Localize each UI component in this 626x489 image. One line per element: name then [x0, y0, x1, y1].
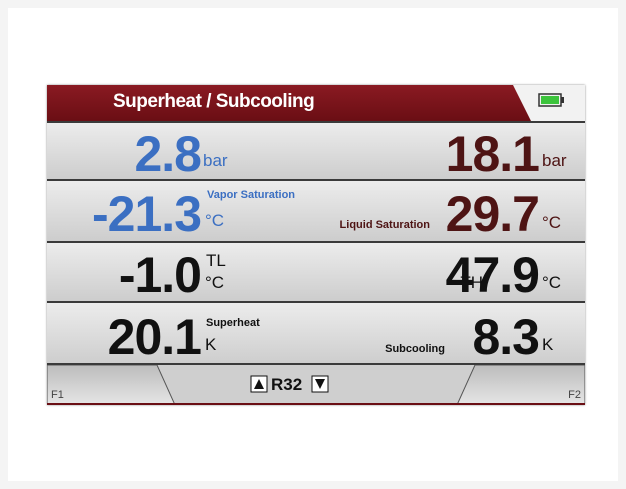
- unit: °C: [542, 273, 562, 292]
- value: 47.9: [445, 247, 540, 303]
- value: 8.3: [472, 309, 540, 365]
- label: TH: [460, 273, 483, 292]
- label: Subcooling: [385, 343, 445, 355]
- temperature-row: -1.0 TL °C TH 47.9 °C: [47, 241, 585, 301]
- unit: °C: [542, 213, 562, 232]
- footer: F1 R32 F2: [47, 363, 585, 405]
- title-bar: Superheat / Subcooling: [47, 85, 585, 121]
- label: TL: [206, 251, 226, 270]
- softkey-bar: [47, 363, 585, 405]
- value: 2.8: [134, 126, 202, 182]
- f1-key[interactable]: F1: [51, 389, 64, 401]
- value: -1.0: [118, 247, 202, 303]
- unit: K: [542, 335, 554, 354]
- unit: °C: [205, 211, 225, 230]
- value: 20.1: [107, 309, 202, 365]
- label: Vapor Saturation: [207, 189, 296, 201]
- unit: °C: [205, 273, 225, 292]
- screen-title: Superheat / Subcooling: [113, 91, 315, 112]
- battery-tab: [513, 85, 585, 121]
- unit: K: [205, 335, 217, 354]
- value: 18.1: [445, 126, 540, 182]
- refrigerant: R32: [271, 375, 303, 394]
- heat-row: 20.1 Superheat K Subcooling 8.3 K: [47, 301, 585, 365]
- unit: bar: [542, 151, 567, 170]
- label: Liquid Saturation: [339, 219, 430, 231]
- saturation-row: -21.3 Vapor Saturation °C Liquid Saturat…: [47, 179, 585, 241]
- label: Superheat: [206, 317, 260, 329]
- value: -21.3: [92, 186, 202, 242]
- unit: bar: [203, 151, 228, 170]
- pressure-row: 2.8 bar 18.1 bar: [47, 121, 585, 179]
- f2-key[interactable]: F2: [568, 389, 581, 401]
- value: 29.7: [445, 186, 540, 242]
- device-screen: Superheat / Subcooling 2.8 bar 18.1 bar …: [47, 85, 585, 405]
